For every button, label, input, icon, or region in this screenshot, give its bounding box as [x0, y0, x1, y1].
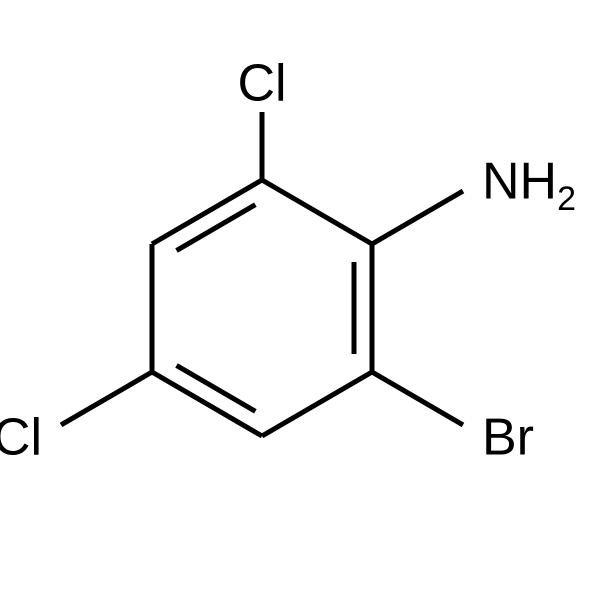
bond-line [372, 372, 463, 425]
atom-label-Cl_top: Cl [237, 55, 286, 113]
bond-line [61, 372, 152, 425]
atom-label-Br: Br [482, 409, 534, 467]
molecule-diagram: Cl NH2 Br Cl [0, 0, 600, 600]
bond-line [177, 205, 256, 251]
bond-line [372, 191, 463, 244]
atom-label-N: NH2 [482, 153, 576, 218]
bond-line [262, 372, 372, 436]
bond-line [262, 180, 372, 244]
atom-label-Cl_bl: Cl [0, 409, 42, 467]
bond-line [177, 365, 256, 411]
